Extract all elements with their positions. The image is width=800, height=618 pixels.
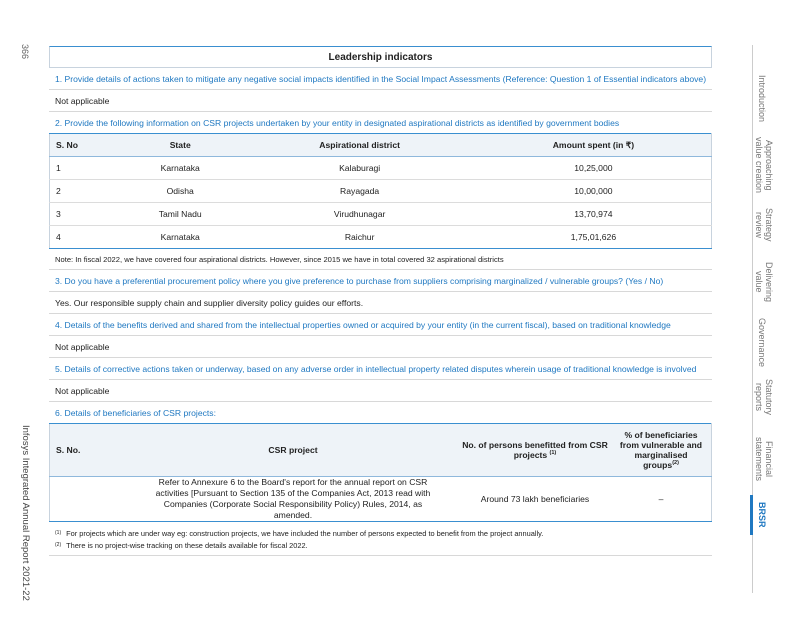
answer-5: Not applicable xyxy=(49,380,712,402)
section-title: Leadership indicators xyxy=(49,46,712,68)
answer-3: Yes. Our responsible supply chain and su… xyxy=(49,292,712,314)
table-row: 3 Tamil Nadu Virudhunagar 13,70,974 xyxy=(49,202,712,226)
col-pct: % of beneficiaries from vulnerable and m… xyxy=(611,423,712,477)
col-sno: S. No. xyxy=(49,423,127,477)
footnote-mark: (2) xyxy=(672,460,679,467)
nav-tab-governance[interactable]: Governance xyxy=(757,318,767,368)
nav-tab-brsr[interactable]: BRSR xyxy=(757,502,767,528)
csr-beneficiaries-table: S. No. CSR project No. of persons benefi… xyxy=(49,423,712,522)
question-3: 3. Do you have a preferential procuremen… xyxy=(49,270,712,292)
answer-1: Not applicable xyxy=(49,90,712,112)
footnote-mark: (2) xyxy=(55,542,62,548)
table-row: Refer to Annexure 6 to the Board's repor… xyxy=(50,477,712,522)
col-project: CSR project xyxy=(127,423,459,477)
col-persons-label: No. of persons benefitted from CSR proje… xyxy=(462,440,608,460)
col-pct-label: % of beneficiaries from vulnerable and m… xyxy=(619,430,703,470)
cell: Refer to Annexure 6 to the Board's repor… xyxy=(155,477,431,520)
question-1: 1. Provide details of actions taken to m… xyxy=(49,68,712,90)
nav-tab-financial-statements[interactable]: Financial statements xyxy=(754,437,774,482)
nav-tab-strategy-review[interactable]: Strategy review xyxy=(754,208,774,242)
cell: Tamil Nadu xyxy=(117,202,244,226)
cell: 10,25,000 xyxy=(475,156,712,180)
report-title: Infosys Integrated Annual Report 2021-22 xyxy=(20,425,31,601)
cell: Rayagada xyxy=(243,179,476,203)
cell: Odisha xyxy=(117,179,244,203)
nav-tab-approaching-value-creation[interactable]: Approaching value creation xyxy=(754,136,774,194)
cell: 3 xyxy=(49,202,117,226)
content: Leadership indicators 1. Provide details… xyxy=(49,46,712,556)
cell: 2 xyxy=(49,179,117,203)
cell: – xyxy=(658,493,664,504)
question-4: 4. Details of the benefits derived and s… xyxy=(49,314,712,336)
table-note: Note: In fiscal 2022, we have covered fo… xyxy=(49,249,712,270)
cell: Around 73 lakh beneficiaries xyxy=(480,493,590,504)
table-header-row: S. No. CSR project No. of persons benefi… xyxy=(49,423,712,477)
footnote-2: (2) There is no project-wise tracking on … xyxy=(49,539,712,551)
footnote-mark: (1) xyxy=(549,450,557,457)
table-row: 1 Karnataka Kalaburagi 10,25,000 xyxy=(49,156,712,180)
table-row: 4 Karnataka Raichur 1,75,01,626 xyxy=(50,226,712,249)
cell: 1 xyxy=(49,156,117,180)
answer-4: Not applicable xyxy=(49,336,712,358)
nav-tab-statutory-reports[interactable]: Statutory reports xyxy=(754,378,774,416)
footnote-text: There is no project-wise tracking on the… xyxy=(66,540,308,550)
question-6: 6. Details of beneficiaries of CSR proje… xyxy=(55,407,216,418)
nav-tab-introduction[interactable]: Introduction xyxy=(757,75,767,123)
page-number: 366 xyxy=(20,44,30,60)
table-header-row: S. No State Aspirational district Amount… xyxy=(49,133,712,157)
cell: Kalaburagi xyxy=(243,156,476,180)
active-tab-indicator xyxy=(750,495,753,535)
table-row: 2 Odisha Rayagada 10,00,000 xyxy=(49,179,712,203)
footnote-mark: (1) xyxy=(55,530,62,536)
nav-tab-delivering-value[interactable]: Delivering value xyxy=(754,262,774,303)
question-5: 5. Details of corrective actions taken o… xyxy=(49,358,712,380)
cell xyxy=(50,477,128,522)
cell: 4 xyxy=(56,232,61,242)
aspirational-districts-table: S. No State Aspirational district Amount… xyxy=(49,133,712,249)
footnote-1: (1) For projects which are under way eg: … xyxy=(49,527,712,539)
cell: Virudhunagar xyxy=(243,202,476,226)
nav-divider xyxy=(752,45,753,593)
col-district: Aspirational district xyxy=(243,133,476,157)
cell: 1,75,01,626 xyxy=(570,232,617,242)
cell: 10,00,000 xyxy=(475,179,712,203)
col-sno: S. No xyxy=(49,133,117,157)
cell: Karnataka xyxy=(117,156,244,180)
footnote-text: For projects which are under way eg: con… xyxy=(66,528,544,538)
col-amount: Amount spent (in ₹) xyxy=(475,133,712,157)
cell: 13,70,974 xyxy=(475,202,712,226)
question-2: 2. Provide the following information on … xyxy=(55,117,620,128)
cell: Raichur xyxy=(344,232,375,242)
cell: Karnataka xyxy=(160,232,200,242)
col-state: State xyxy=(117,133,244,157)
footnotes: (1) For projects which are under way eg: … xyxy=(49,522,712,556)
col-persons: No. of persons benefitted from CSR proje… xyxy=(459,423,611,477)
